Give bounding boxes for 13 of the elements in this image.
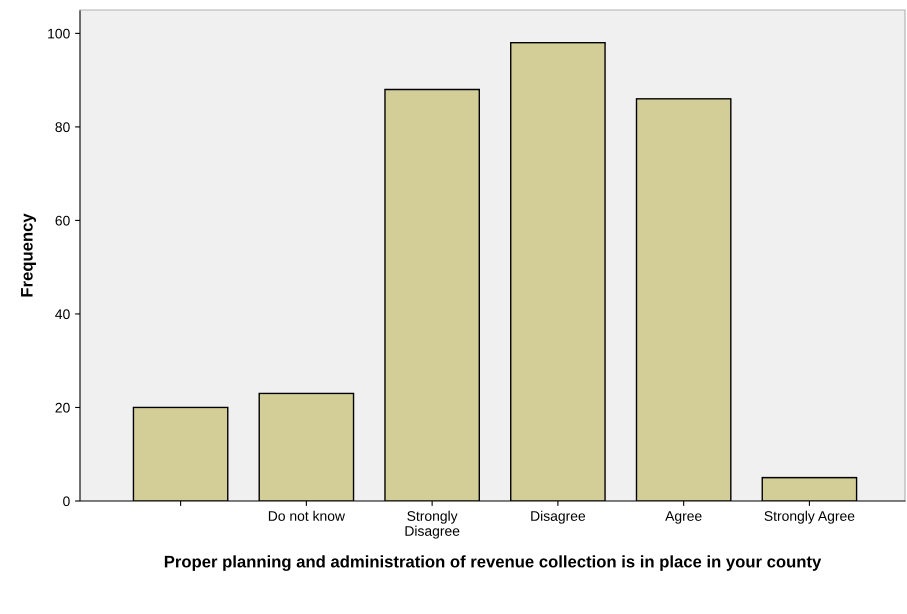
y-tick-label: 100 <box>48 28 70 39</box>
x-tick-label: Strongly Disagree <box>405 510 460 539</box>
y-tick-label: 20 <box>56 402 70 413</box>
x-axis-title: Proper planning and administration of revenue collection is in place in your county <box>164 555 822 571</box>
y-tick-label: 80 <box>55 122 70 132</box>
y-tick-label: 60 <box>56 216 70 226</box>
x-tick-label: Agree <box>665 511 702 524</box>
y-axis-title: Frequency <box>21 213 36 297</box>
x-tick-label: Strongly Agree <box>764 510 854 524</box>
x-tick-label: Disagree <box>531 510 586 524</box>
y-tick-label: 40 <box>55 309 70 320</box>
x-tick-label: Do not know <box>268 510 346 521</box>
y-tick-label: 0 <box>63 496 70 506</box>
